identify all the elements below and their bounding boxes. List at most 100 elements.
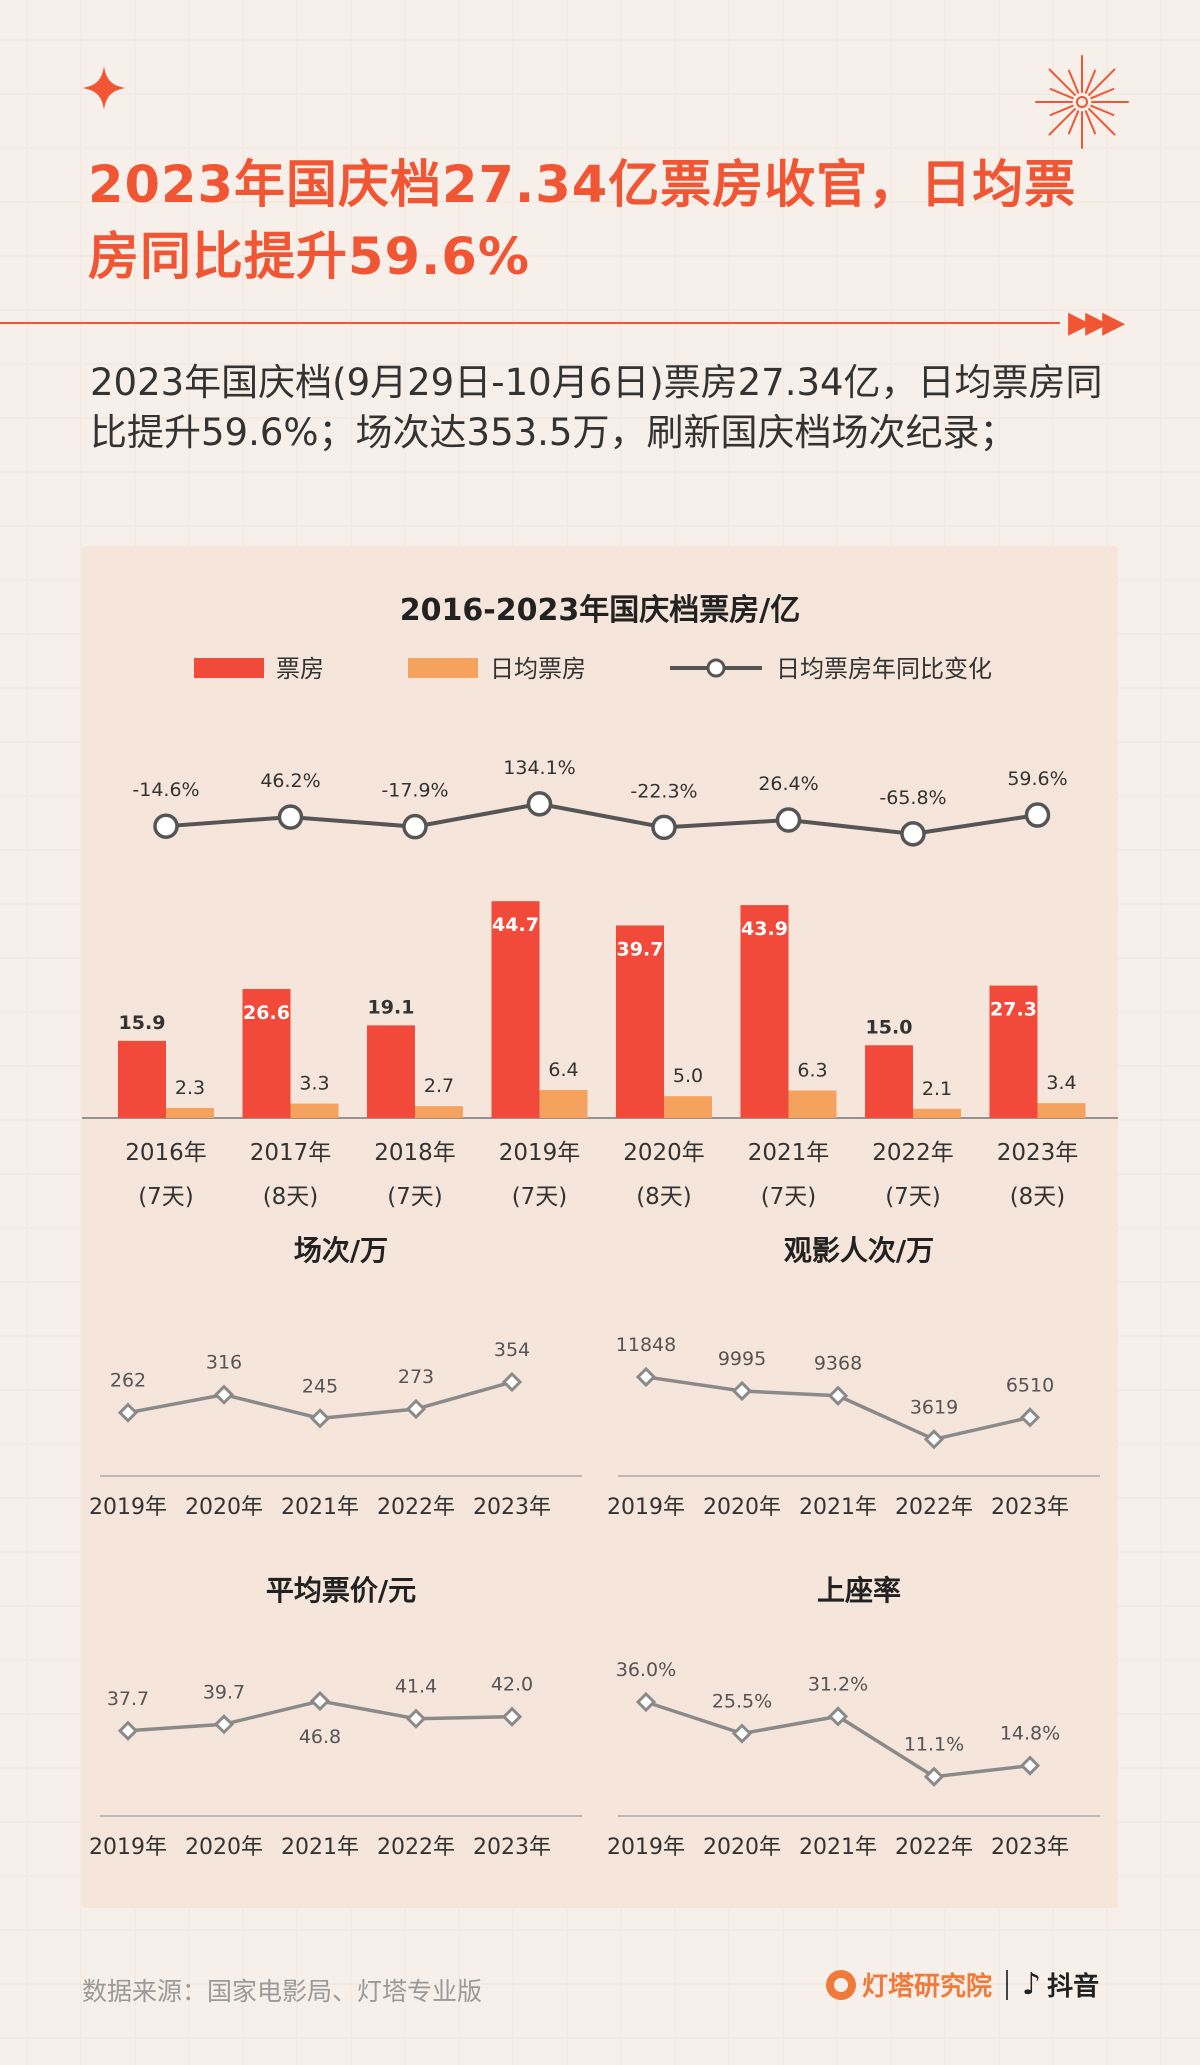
burst-ray bbox=[1084, 110, 1097, 135]
mini-charts: 场次/万 262 2019年 316 2020年 245 2021年 273 2022年 354 2… bbox=[89, 1234, 1100, 1860]
mini-value-label: 25.5% bbox=[712, 1691, 772, 1713]
legend-marker-yoy bbox=[706, 658, 726, 678]
main-chart-title: 2016-2023年国庆档票房/亿 bbox=[400, 593, 800, 628]
brand-footer: 灯塔研究院 ♪ 抖音 bbox=[826, 1966, 1099, 2003]
mini-x-tick: 2022年 bbox=[377, 1835, 455, 1860]
mini-x-tick: 2019年 bbox=[89, 1495, 167, 1520]
x-tick-label: 2017年 bbox=[250, 1140, 332, 1166]
yoy-point bbox=[153, 813, 179, 839]
legend-label-yoy: 日均票房年同比变化 bbox=[776, 655, 992, 683]
bar-label-box-office: 44.7 bbox=[492, 914, 539, 936]
title-divider bbox=[0, 322, 1060, 324]
mini-point bbox=[635, 1366, 657, 1388]
bar-label-box-office: 15.9 bbox=[119, 1012, 166, 1034]
mini-x-tick: 2022年 bbox=[377, 1495, 455, 1520]
mini-point bbox=[827, 1385, 849, 1406]
main-box-office-chart: 2016-2023年国庆档票房/亿票房 日均票房 日均票房年同比变化 15.9 2.3 2… bbox=[82, 593, 1118, 1210]
bar-label-box-office: 19.1 bbox=[368, 996, 415, 1018]
yoy-point bbox=[900, 821, 926, 847]
mini-point bbox=[501, 1706, 523, 1727]
burst-ray bbox=[1067, 110, 1080, 135]
mini-x-tick: 2021年 bbox=[799, 1835, 877, 1860]
mini-x-tick: 2023年 bbox=[991, 1495, 1069, 1520]
burst-ray bbox=[1048, 68, 1076, 96]
bar-daily bbox=[664, 1096, 712, 1118]
douyin-note-icon: ♪ bbox=[1022, 1967, 1042, 2002]
x-tick-days: (8天) bbox=[636, 1184, 692, 1210]
x-tick-days: (8天) bbox=[263, 1184, 319, 1210]
page-subtitle: 2023年国庆档(9月29日-10月6日)票房27.34亿，日均票房同比提升59… bbox=[90, 361, 1103, 454]
mini-x-tick: 2019年 bbox=[607, 1835, 685, 1860]
burst-ray bbox=[1088, 68, 1116, 96]
bar-daily bbox=[913, 1108, 961, 1118]
bar-box-office bbox=[865, 1045, 913, 1118]
bar-label-daily: 2.1 bbox=[922, 1078, 952, 1100]
mini-x-tick: 2022年 bbox=[895, 1495, 973, 1520]
mini-x-tick: 2023年 bbox=[473, 1835, 551, 1860]
bar-label-box-office: 27.3 bbox=[990, 999, 1037, 1021]
x-tick-label: 2018年 bbox=[374, 1140, 456, 1166]
yoy-point bbox=[775, 807, 802, 833]
bar-label-daily: 5.0 bbox=[673, 1065, 703, 1087]
burst-ray bbox=[1088, 108, 1116, 136]
bar-box-office bbox=[740, 905, 789, 1118]
bar-box-office bbox=[616, 925, 664, 1118]
x-tick-days: (7天) bbox=[512, 1184, 568, 1210]
mini-value-label: 316 bbox=[206, 1352, 242, 1374]
mini-value-label: 9995 bbox=[718, 1348, 766, 1370]
mini-value-label: 39.7 bbox=[203, 1681, 245, 1703]
brand-lighthouse: 灯塔研究院 bbox=[826, 1966, 992, 2003]
mini-point bbox=[405, 1398, 427, 1420]
x-tick-label: 2016年 bbox=[125, 1140, 207, 1166]
mini-point bbox=[731, 1380, 753, 1402]
mini-value-label: 6510 bbox=[1006, 1374, 1054, 1396]
arrow-decoration-icon: ▶▶▶ bbox=[1068, 305, 1125, 340]
mini-x-tick: 2021年 bbox=[281, 1495, 359, 1520]
legend-swatch-box-office bbox=[194, 658, 264, 678]
bar-box-office bbox=[989, 985, 1038, 1118]
lighthouse-logo-icon bbox=[826, 1969, 856, 2000]
mini-x-tick: 2020年 bbox=[185, 1495, 263, 1520]
yoy-label: -14.6% bbox=[132, 779, 199, 801]
charts-svg: 2016-2023年国庆档票房/亿票房 日均票房 日均票房年同比变化 15.9 2.3 2… bbox=[82, 593, 1118, 1860]
bar-label-daily: 3.3 bbox=[299, 1073, 329, 1095]
mini-value-label: 41.4 bbox=[395, 1676, 437, 1698]
mini-point bbox=[405, 1708, 427, 1729]
mini-point bbox=[635, 1691, 657, 1713]
mini-value-label: 11848 bbox=[616, 1334, 676, 1356]
bar-daily bbox=[788, 1090, 837, 1118]
mini-value-label: 42.0 bbox=[491, 1674, 533, 1696]
mini-value-label: 37.7 bbox=[107, 1688, 149, 1710]
firework-burst-icon bbox=[1035, 55, 1129, 149]
mini-value-label: 46.8 bbox=[299, 1726, 341, 1748]
mini-value-label: 262 bbox=[110, 1370, 146, 1392]
mini-chart-title: 平均票价/元 bbox=[266, 1574, 416, 1607]
x-tick-days: (7天) bbox=[761, 1184, 817, 1210]
bar-daily bbox=[539, 1090, 588, 1118]
mini-value-label: 354 bbox=[494, 1339, 530, 1361]
mini-value-label: 36.0% bbox=[616, 1659, 676, 1681]
mini-x-tick: 2019年 bbox=[607, 1495, 685, 1520]
burst-ray bbox=[1090, 104, 1115, 117]
mini-point bbox=[827, 1706, 849, 1727]
bar-label-daily: 2.7 bbox=[424, 1075, 454, 1097]
mini-value-label: 273 bbox=[398, 1366, 434, 1388]
mini-point bbox=[213, 1384, 235, 1405]
mini-chart-title: 上座率 bbox=[817, 1574, 901, 1607]
bar-daily bbox=[1037, 1103, 1086, 1118]
data-source: 数据来源：国家电影局、灯塔专业版 bbox=[82, 1977, 483, 2006]
chart-panel: 2016-2023年国庆档票房/亿 票房 日均票房 日均票房年同比变化 15.9 2.3 2… bbox=[82, 546, 1118, 1908]
mini-x-tick: 2023年 bbox=[473, 1495, 551, 1520]
mini-value-label: 14.8% bbox=[1000, 1723, 1060, 1745]
mini-x-tick: 2020年 bbox=[185, 1835, 263, 1860]
bar-label-daily: 6.3 bbox=[797, 1060, 827, 1082]
bar-daily bbox=[415, 1106, 463, 1118]
yoy-label: 46.2% bbox=[260, 770, 320, 792]
x-tick-days: (7天) bbox=[387, 1184, 443, 1210]
mini-point bbox=[117, 1402, 139, 1423]
mini-point bbox=[1019, 1407, 1041, 1428]
legend-swatch-daily bbox=[408, 658, 478, 678]
mini-point bbox=[731, 1723, 753, 1744]
mini-x-tick: 2022年 bbox=[895, 1835, 973, 1860]
bar-label-daily: 2.3 bbox=[175, 1077, 205, 1099]
